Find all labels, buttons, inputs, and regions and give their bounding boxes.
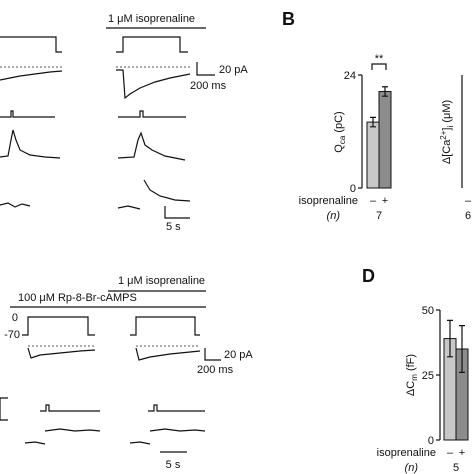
trace: [24, 441, 46, 445]
y-tick-label: 24: [344, 70, 356, 82]
scale-bar: [196, 62, 215, 76]
calcium-trace: [117, 131, 186, 161]
pulse: [40, 404, 100, 412]
n-value: 7: [376, 210, 382, 222]
scale-label: 5 s: [166, 221, 181, 233]
condition-label: –: [370, 195, 377, 207]
y-tick-label: 0: [428, 435, 434, 447]
n-value: 6: [465, 210, 471, 222]
y-axis-label: Δ[Ca2+]i (μM): [439, 100, 455, 164]
treatment-label: 1 μM isoprenaline: [108, 13, 195, 25]
voltage-step: [0, 36, 62, 53]
error-bar: [447, 319, 453, 358]
error-bar: [382, 86, 388, 97]
panel-label: B: [282, 9, 295, 29]
condition-label: +: [382, 195, 388, 207]
current-trace: [0, 70, 63, 81]
significance: **: [375, 53, 384, 65]
y-axis-label: Qca (pC): [333, 111, 347, 152]
calcium-trace: [44, 428, 101, 432]
n-label: (n): [405, 462, 419, 474]
pulse: [148, 404, 205, 412]
scale-label: 20 pA: [219, 64, 248, 76]
voltage-step: [22, 316, 95, 336]
panel-c: 1 μM isoprenaline 100 μM Rp-8-Br-cAMPS 0…: [0, 275, 253, 471]
treatment-label: 1 μM isoprenaline: [118, 275, 205, 287]
error-bar: [370, 116, 376, 128]
trace: [143, 179, 191, 202]
scale-label: 20 pA: [224, 349, 253, 361]
inhibitor-label: 100 μM Rp-8-Br-cAMPS: [18, 292, 137, 304]
condition-label: –: [447, 447, 454, 459]
bar: [366, 121, 380, 189]
significance-bracket: [371, 63, 387, 70]
pulse: [118, 110, 186, 118]
scale-label: 5 s: [166, 459, 181, 471]
scale-label: 200 ms: [197, 364, 234, 376]
voltage-label: 0: [12, 312, 18, 324]
n-label: (n): [327, 210, 341, 222]
y-axis-label: ΔCm (fF): [405, 354, 419, 396]
current-trace: [27, 347, 96, 359]
calcium-trace: [0, 129, 61, 159]
panel-d: D ΔCm (fF) isoprenaline – + (n) 5 0 25 50: [362, 266, 469, 474]
bar: [378, 90, 392, 189]
error-bar: [459, 325, 465, 373]
pulse: [0, 110, 55, 118]
condition-label: –: [465, 195, 472, 207]
current-trace: [135, 347, 201, 361]
voltage-label: -70: [4, 329, 20, 341]
panel-b: B Qca (pC) ** isoprenaline – + (n) 7 Δ[C…: [282, 9, 472, 222]
scale-bar: [204, 348, 221, 361]
scale-label: 200 ms: [190, 80, 227, 92]
calcium-trace: [149, 428, 206, 432]
current-trace: [116, 69, 191, 100]
scale-bracket: [0, 397, 8, 421]
panel-label: D: [362, 266, 375, 286]
condition-label: +: [459, 447, 465, 459]
x-axis-label: isoprenaline: [377, 447, 436, 459]
trace: [117, 205, 141, 210]
voltage-step: [116, 36, 188, 53]
n-value: 5: [453, 462, 459, 474]
y-tick-label: 25: [422, 370, 434, 382]
voltage-step: [130, 316, 200, 336]
y-tick-label: 0: [350, 183, 356, 195]
trace: [129, 441, 151, 445]
trace: [0, 202, 31, 208]
panel-a: 1 μM isoprenaline 20 pA 200 ms 5 s: [0, 13, 248, 233]
x-axis-label: isoprenaline: [299, 195, 358, 207]
scale-bar: [164, 206, 190, 219]
y-tick-label: 50: [422, 305, 434, 317]
